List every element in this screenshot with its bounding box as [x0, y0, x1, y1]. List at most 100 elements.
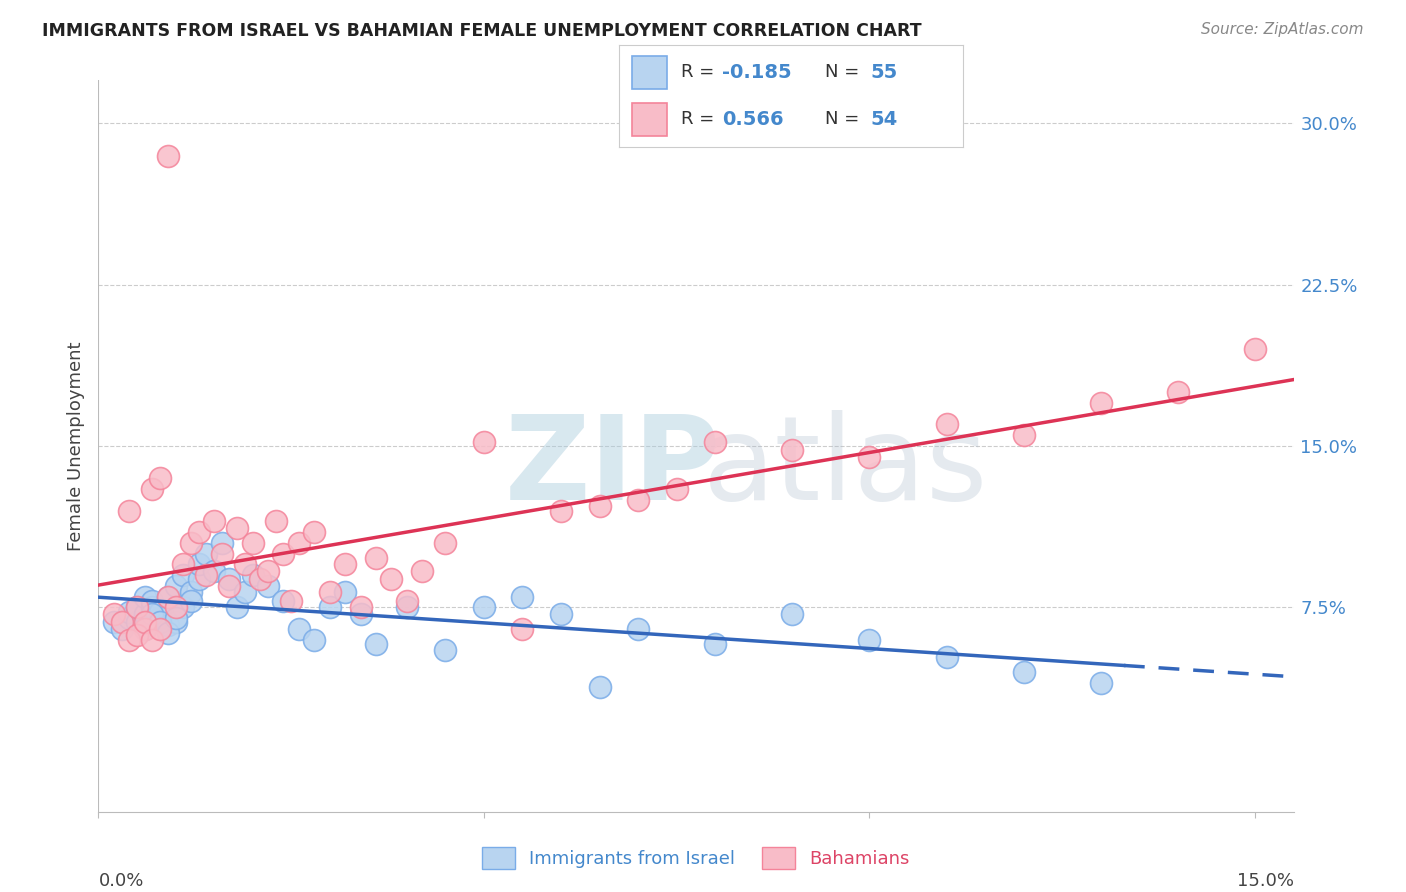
- Point: [364, 550, 387, 565]
- Point: [304, 632, 326, 647]
- Point: [257, 579, 280, 593]
- Point: [134, 622, 156, 636]
- Y-axis label: Female Unemployment: Female Unemployment: [66, 342, 84, 550]
- Point: [304, 524, 326, 539]
- Point: [134, 607, 156, 621]
- Point: [364, 637, 387, 651]
- Point: [156, 148, 179, 162]
- Point: [110, 615, 132, 630]
- Point: [118, 605, 141, 619]
- Point: [134, 590, 156, 604]
- Point: [704, 637, 727, 651]
- Point: [149, 615, 172, 630]
- Point: [434, 536, 457, 550]
- Point: [172, 558, 194, 572]
- Point: [172, 568, 194, 582]
- Point: [180, 585, 202, 599]
- Point: [319, 585, 342, 599]
- Point: [134, 622, 156, 636]
- Point: [118, 503, 141, 517]
- Point: [665, 482, 688, 496]
- Point: [588, 500, 610, 514]
- Point: [858, 450, 880, 464]
- Point: [333, 585, 356, 599]
- Point: [202, 514, 225, 528]
- Point: [1090, 396, 1112, 410]
- Point: [172, 600, 194, 615]
- Point: [512, 622, 534, 636]
- Point: [202, 564, 225, 578]
- Point: [165, 611, 187, 625]
- Point: [149, 605, 172, 619]
- Point: [103, 615, 125, 630]
- Point: [187, 573, 209, 587]
- Point: [118, 632, 141, 647]
- Point: [333, 558, 356, 572]
- Point: [211, 536, 233, 550]
- Text: Source: ZipAtlas.com: Source: ZipAtlas.com: [1201, 22, 1364, 37]
- Point: [782, 607, 804, 621]
- Point: [125, 615, 148, 630]
- Point: [1244, 342, 1267, 356]
- Point: [233, 585, 256, 599]
- Point: [187, 558, 209, 572]
- Point: [125, 600, 148, 615]
- Text: 0.566: 0.566: [723, 110, 783, 129]
- Text: 15.0%: 15.0%: [1236, 872, 1294, 890]
- Text: 0.0%: 0.0%: [98, 872, 143, 890]
- Point: [110, 622, 132, 636]
- Point: [103, 607, 125, 621]
- Point: [280, 594, 302, 608]
- Point: [156, 590, 179, 604]
- Bar: [633, 56, 666, 88]
- Point: [380, 573, 402, 587]
- Point: [141, 632, 163, 647]
- Point: [782, 443, 804, 458]
- Point: [1012, 428, 1035, 442]
- Point: [156, 590, 179, 604]
- Point: [149, 471, 172, 485]
- Point: [273, 594, 295, 608]
- Point: [211, 547, 233, 561]
- Point: [242, 536, 264, 550]
- Point: [226, 600, 249, 615]
- Text: ZIP: ZIP: [505, 410, 720, 525]
- Point: [195, 568, 218, 582]
- Point: [156, 626, 179, 640]
- Point: [180, 536, 202, 550]
- Point: [472, 600, 495, 615]
- Point: [156, 617, 179, 632]
- Point: [180, 594, 202, 608]
- Text: N =: N =: [825, 63, 865, 81]
- Point: [319, 600, 342, 615]
- Point: [273, 547, 295, 561]
- Point: [165, 579, 187, 593]
- Point: [512, 590, 534, 604]
- Point: [118, 611, 141, 625]
- Point: [288, 536, 311, 550]
- Point: [226, 521, 249, 535]
- Point: [165, 600, 187, 615]
- Point: [349, 607, 371, 621]
- Legend: Immigrants from Israel, Bahamians: Immigrants from Israel, Bahamians: [475, 839, 917, 876]
- Point: [149, 611, 172, 625]
- Point: [550, 503, 572, 517]
- Point: [134, 615, 156, 630]
- Text: 54: 54: [870, 110, 897, 129]
- Point: [141, 607, 163, 621]
- Point: [627, 492, 650, 507]
- Point: [233, 558, 256, 572]
- Bar: [633, 103, 666, 136]
- Point: [264, 514, 287, 528]
- Point: [858, 632, 880, 647]
- Point: [1012, 665, 1035, 679]
- Point: [935, 649, 957, 664]
- Point: [249, 573, 271, 587]
- Point: [288, 622, 311, 636]
- Text: IMMIGRANTS FROM ISRAEL VS BAHAMIAN FEMALE UNEMPLOYMENT CORRELATION CHART: IMMIGRANTS FROM ISRAEL VS BAHAMIAN FEMAL…: [42, 22, 922, 40]
- Point: [218, 579, 240, 593]
- Point: [411, 564, 433, 578]
- Text: N =: N =: [825, 111, 865, 128]
- Point: [195, 547, 218, 561]
- Point: [149, 622, 172, 636]
